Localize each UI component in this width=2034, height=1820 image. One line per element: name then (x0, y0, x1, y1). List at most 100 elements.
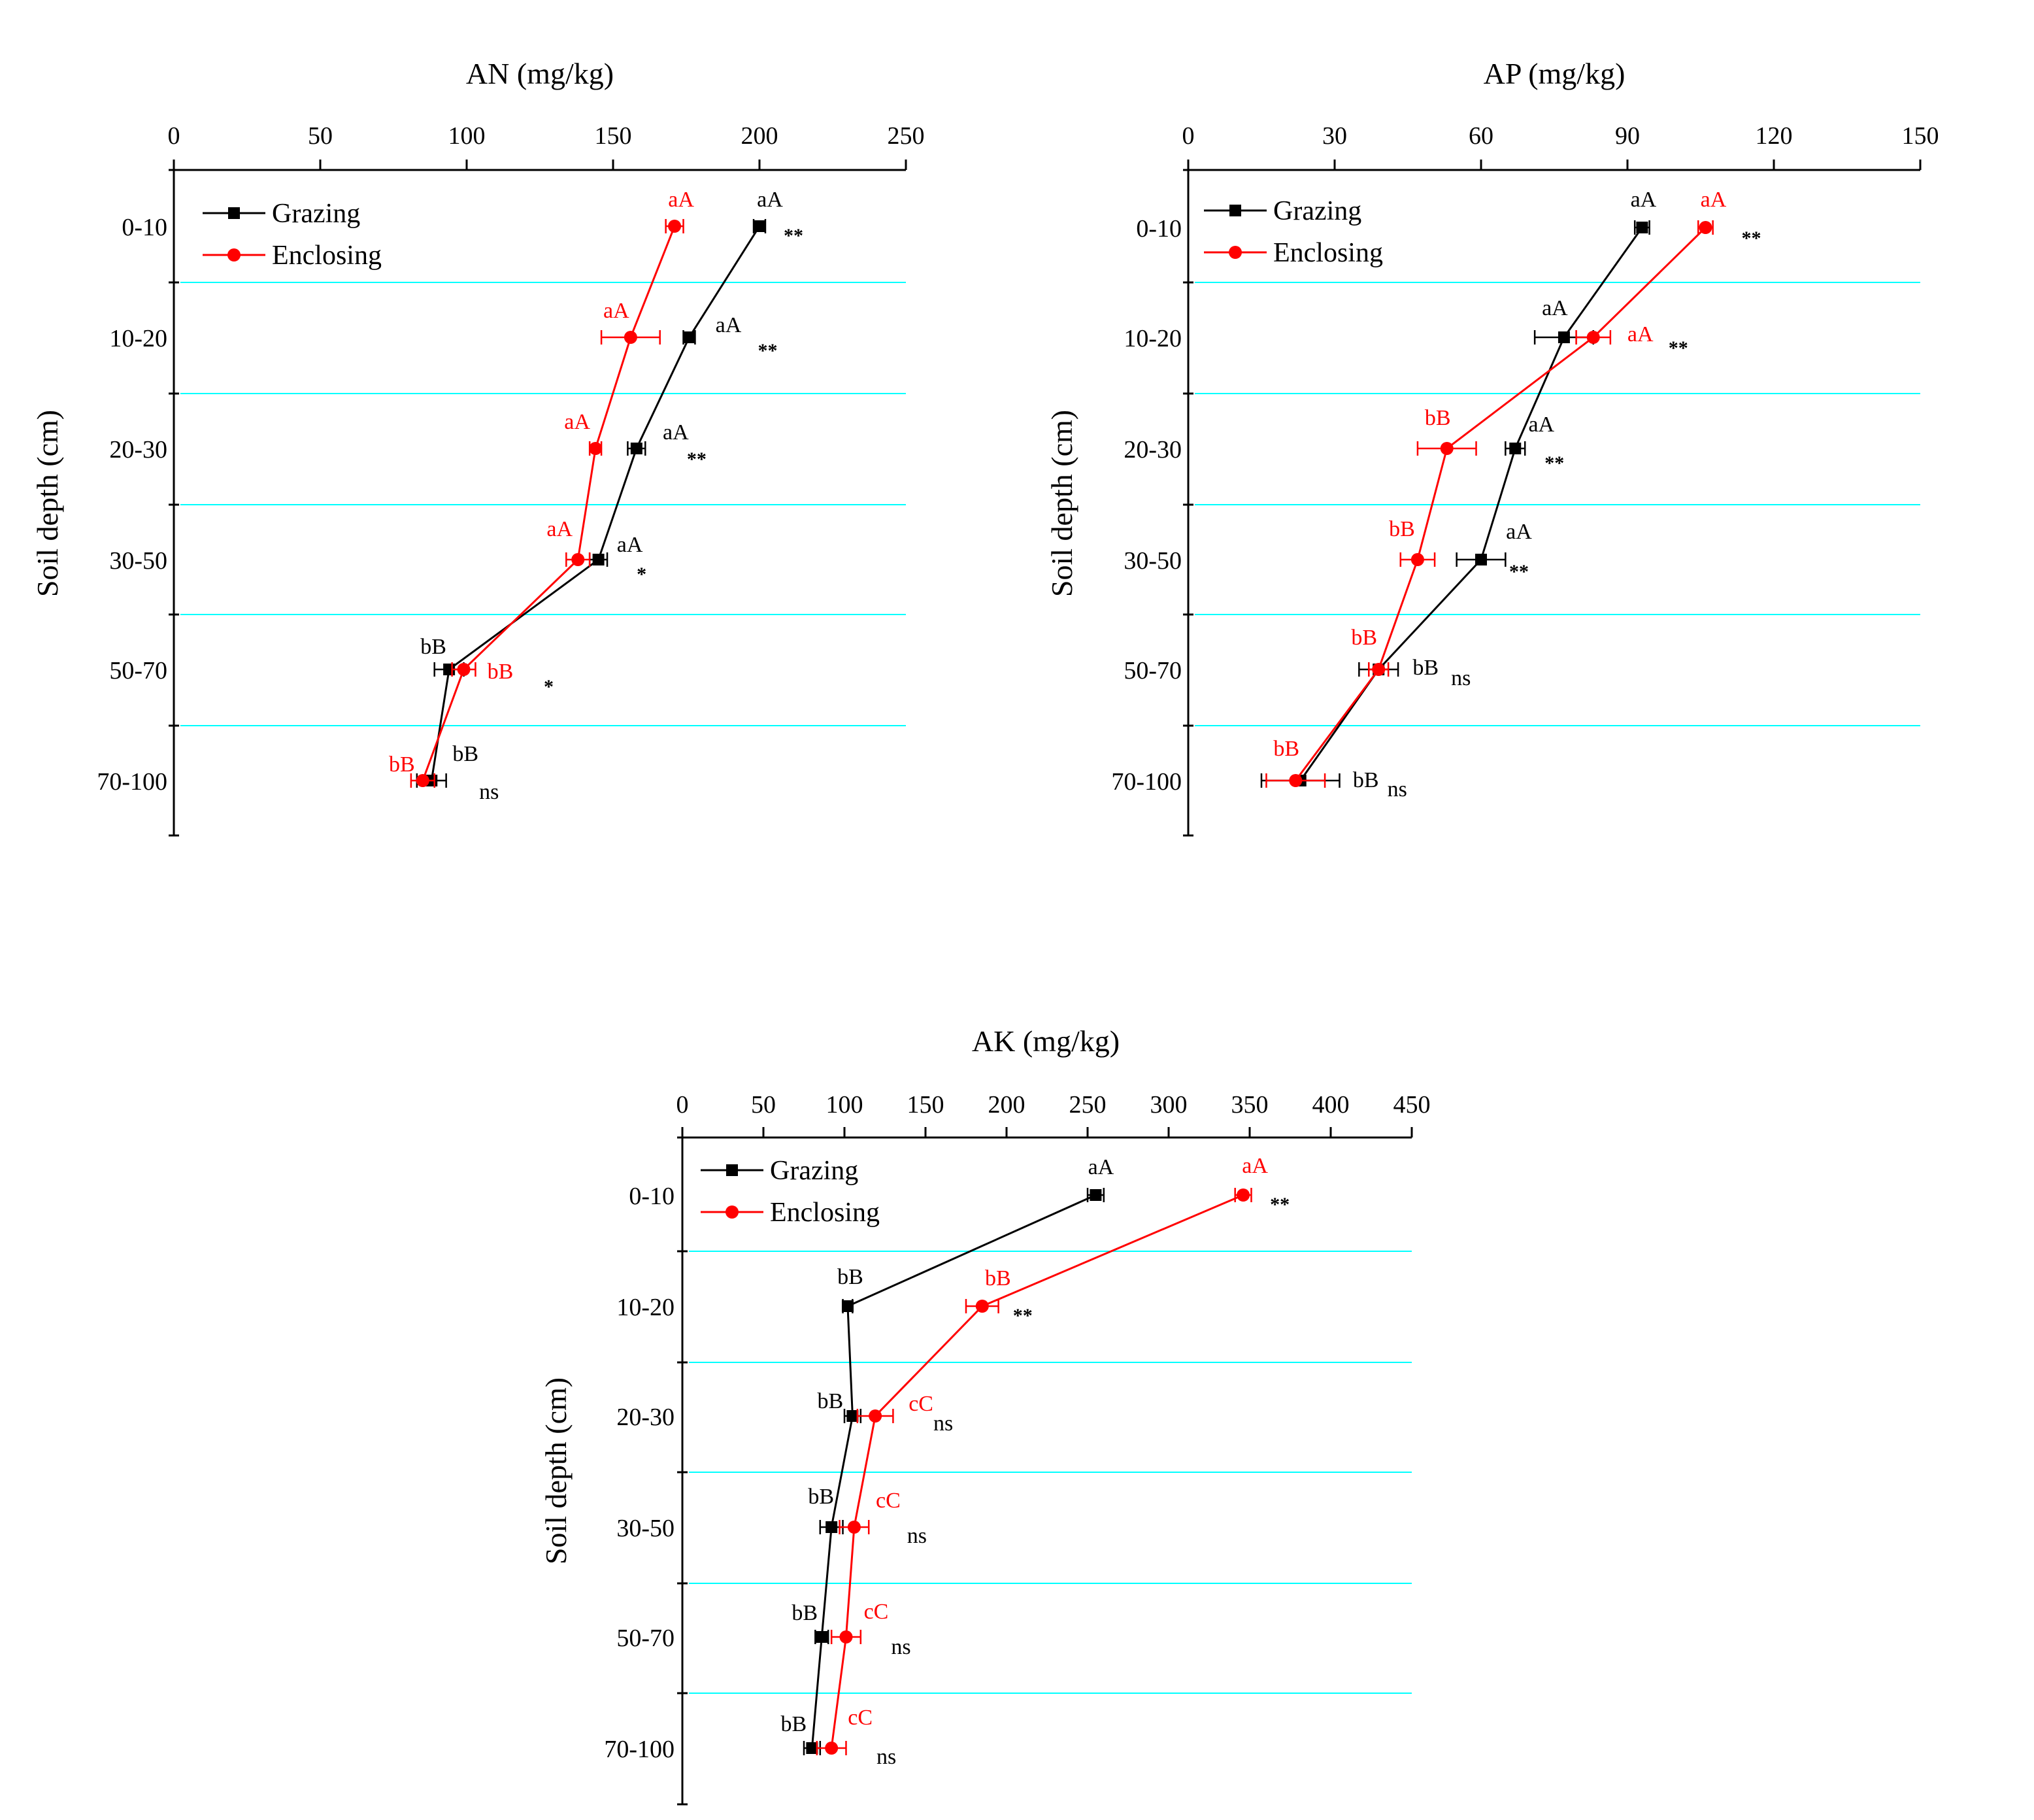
chart-ap-title: AP (mg/kg) (1484, 57, 1626, 90)
data-point-circle (457, 663, 471, 676)
chart-ak: AK (mg/kg) Soil depth (cm) 0 50 100 150 200 2… (539, 1024, 1431, 1806)
significance-label: ** (1544, 452, 1564, 474)
data-point-square (1558, 331, 1570, 343)
data-label: aA (716, 313, 742, 337)
data-point-circle (1440, 442, 1454, 455)
significance-label: ** (1669, 337, 1688, 359)
y-category-label: 10-20 (1124, 325, 1182, 352)
data-point-circle (1289, 774, 1303, 787)
data-label: bB (452, 742, 478, 766)
data-label: aA (1701, 188, 1727, 212)
data-point-circle (1699, 221, 1712, 234)
data-point-circle (589, 442, 603, 455)
y-category-label: 10-20 (616, 1294, 675, 1321)
data-label: bB (420, 635, 446, 659)
legend-marker-circle (1229, 246, 1242, 259)
data-point-circle (416, 774, 429, 787)
series-grazing: aA aA aA aA bB bB (1260, 188, 1657, 792)
data-label: bB (837, 1265, 863, 1289)
data-label: bB (1412, 656, 1439, 680)
data-label: aA (663, 420, 689, 445)
data-point-square (754, 220, 765, 232)
significance-label: ** (758, 340, 777, 362)
x-tick-label: 0 (676, 1091, 689, 1119)
significance-label: ** (784, 225, 803, 246)
series-line (810, 1194, 1097, 1749)
series-line (430, 226, 761, 781)
data-label: aA (1242, 1154, 1268, 1178)
data-label: bB (1425, 406, 1451, 430)
y-category-label: 70-100 (97, 768, 167, 796)
x-tick-label: 120 (1756, 122, 1793, 150)
data-point-square (841, 1300, 854, 1312)
data-label: bB (1389, 517, 1415, 541)
data-label: bB (1273, 737, 1299, 761)
data-label: aA (668, 188, 694, 212)
x-tick-label: 50 (751, 1091, 776, 1119)
y-category-label: 30-50 (109, 547, 167, 575)
legend-label: Enclosing (770, 1198, 880, 1228)
chart-an: AN (mg/kg) Soil depth (cm) 0 50 100 150 200 2… (31, 57, 925, 837)
data-point-circle (1237, 1188, 1250, 1202)
significance-label: ns (1451, 666, 1471, 690)
data-point-square (825, 1521, 838, 1533)
data-label: bB (389, 752, 415, 777)
legend-label: Enclosing (272, 241, 382, 271)
chart-an-ylabel: Soil depth (cm) (31, 410, 64, 597)
y-category-label: 30-50 (616, 1515, 675, 1542)
x-tick-label: 50 (308, 122, 333, 150)
data-point-square (630, 443, 642, 454)
data-point-square (592, 554, 605, 565)
significance-label: ** (687, 448, 707, 470)
x-tick-label: 400 (1312, 1091, 1350, 1119)
data-point-circle (975, 1300, 989, 1313)
data-label: bB (488, 660, 514, 684)
data-label: cC (909, 1392, 933, 1416)
series-enclosing: aA aA aA aA bB bB (389, 188, 694, 788)
data-label: aA (1506, 520, 1532, 544)
x-tick-label: 150 (595, 122, 632, 150)
y-category-label: 0-10 (1136, 215, 1182, 243)
chart-ap: AP (mg/kg) Soil depth (cm) 0 30 60 90 120 150… (1045, 57, 1939, 837)
y-category-label: 70-100 (604, 1736, 675, 1763)
significance-label: ns (933, 1411, 953, 1436)
significance-label: ns (1388, 777, 1407, 801)
data-point-circle (847, 1521, 861, 1534)
data-point-circle (1586, 331, 1600, 344)
significance-label: * (637, 564, 646, 585)
x-tick-label: 250 (1069, 1091, 1107, 1119)
data-label: aA (1528, 413, 1554, 437)
data-label: bB (1353, 768, 1379, 792)
series-line (830, 1194, 1244, 1749)
chart-ak-ylabel: Soil depth (cm) (539, 1377, 573, 1564)
y-category-label: 0-10 (629, 1183, 675, 1210)
y-category-label: 30-50 (1124, 547, 1182, 575)
legend-label: Grazing (272, 199, 360, 229)
significance-label: ns (891, 1635, 910, 1659)
data-label: cC (864, 1600, 889, 1624)
x-tick-label: 150 (907, 1091, 944, 1119)
data-point-square (683, 331, 695, 343)
significance-label: ** (1270, 1194, 1290, 1215)
series-enclosing: aA aA bB bB bB bB (1265, 188, 1727, 788)
legend: Grazing Enclosing (701, 1156, 880, 1228)
x-tick-label: 60 (1469, 122, 1493, 150)
x-tick-label: 250 (888, 122, 925, 150)
data-label: aA (1088, 1155, 1114, 1179)
legend: Grazing Enclosing (203, 199, 382, 271)
data-label: aA (757, 188, 783, 212)
legend: Grazing Enclosing (1204, 196, 1383, 268)
legend-marker-circle (227, 248, 241, 261)
legend-marker-square (1229, 205, 1241, 216)
y-category-label: 50-70 (1124, 657, 1182, 684)
data-point-circle (1372, 663, 1386, 676)
chart-ap-ylabel: Soil depth (cm) (1045, 410, 1078, 597)
data-label: aA (603, 299, 629, 323)
data-point-square (816, 1631, 828, 1643)
significance-label: ** (1013, 1305, 1033, 1326)
y-category-label: 50-70 (109, 657, 167, 684)
series-line (422, 226, 676, 781)
legend-marker-circle (725, 1205, 739, 1219)
data-point-circle (1410, 553, 1424, 566)
